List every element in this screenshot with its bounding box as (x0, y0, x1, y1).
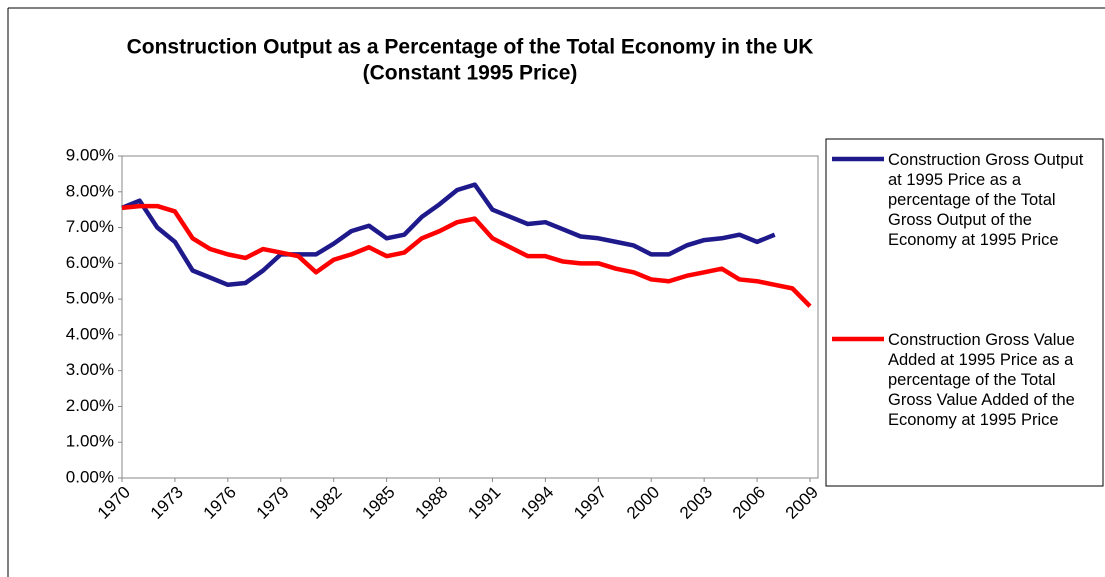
chart-subtitle: (Constant 1995 Price) (363, 62, 578, 85)
y-tick-label: 7.00% (66, 217, 114, 236)
x-tick-label: 2003 (676, 483, 716, 523)
x-tick-label: 2006 (729, 483, 769, 523)
plot-area (121, 155, 819, 479)
x-tick-label: 1997 (570, 483, 610, 523)
x-tick-label: 1985 (358, 483, 398, 523)
y-tick-label: 1.00% (66, 432, 114, 451)
x-tick-label: 1970 (94, 483, 134, 523)
series-line (121, 203, 812, 308)
x-tick-label: 1994 (517, 483, 557, 523)
y-tick-label: 5.00% (66, 289, 114, 308)
x-tick-label: 1991 (464, 483, 504, 523)
x-tick-label: 2000 (623, 483, 663, 523)
x-tick-label: 1976 (200, 483, 240, 523)
x-tick-label: 1979 (253, 483, 293, 523)
y-tick-label: 8.00% (66, 181, 114, 200)
chart-title: Construction Output as a Percentage of t… (127, 36, 814, 59)
y-tick-label: 4.00% (66, 324, 114, 343)
legend-label: Construction Gross Value Added at 1995 P… (888, 331, 1075, 429)
x-tick-label: 1988 (411, 483, 451, 523)
y-tick-label: 9.00% (66, 145, 114, 164)
legend-label: Construction Gross Output at 1995 Price … (888, 151, 1084, 249)
x-tick-label: 1982 (306, 483, 346, 523)
y-tick-label: 3.00% (66, 360, 114, 379)
y-tick-label: 6.00% (66, 253, 114, 272)
legend-box (825, 138, 1104, 487)
x-tick-label: 1973 (147, 483, 187, 523)
y-tick-label: 2.00% (66, 396, 114, 415)
series-line (121, 182, 776, 288)
y-tick-label: 0.00% (66, 467, 114, 486)
x-tick-label: 2009 (782, 483, 822, 523)
